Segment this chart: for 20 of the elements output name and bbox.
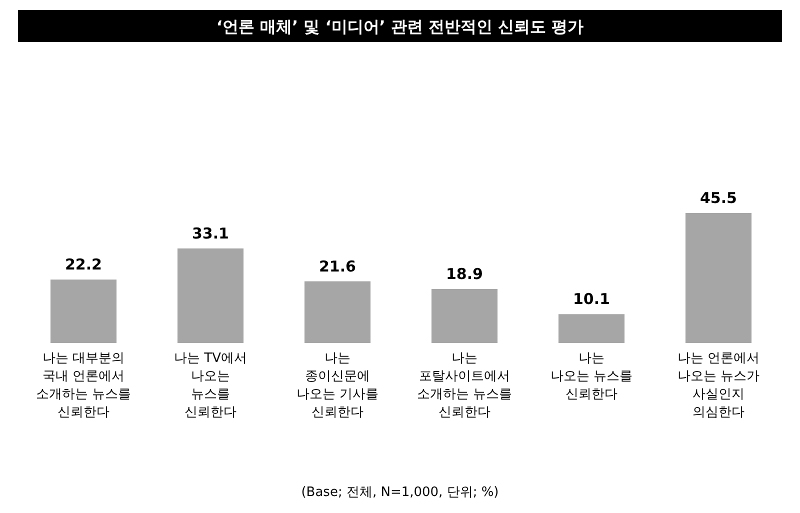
bar	[558, 314, 625, 343]
x-tick-label: 나는 종이신문에 나오는 기사를 신뢰한다	[296, 351, 379, 420]
x-tick-label: 나는 대부분의 국내 언론에서 소개하는 뉴스를 신뢰한다	[36, 351, 132, 420]
data-label: 18.9	[446, 265, 484, 283]
bar	[431, 289, 498, 343]
text: (Base; 전체, N=1,000, 단위; %)	[301, 485, 499, 500]
x-tick-label: 나는 언론에서 나오는 뉴스가 사실인지 의심한다	[677, 351, 760, 420]
x-tick-label: 나는 포탈사이트에서 소개하는 뉴스를 신뢰한다	[416, 351, 512, 420]
data-label: 10.1	[572, 290, 610, 308]
x-tick-label: 나는 TV에서 나오는 뉴스를 신뢰한다	[174, 351, 247, 420]
data-label: 22.2	[64, 256, 102, 274]
data-label: 45.5	[700, 189, 738, 207]
chart-title: ‘언론 매체’ 및 ‘미디어’ 관련 전반적인 신뢰도 평가	[216, 17, 584, 36]
bar	[177, 248, 244, 343]
data-label: 33.1	[192, 224, 230, 242]
x-tick-label: 나는 나오는 뉴스를 신뢰한다	[550, 351, 633, 402]
bar	[685, 213, 752, 343]
bar	[304, 281, 371, 343]
bar	[50, 280, 117, 343]
data-label: 21.6	[318, 257, 356, 276]
